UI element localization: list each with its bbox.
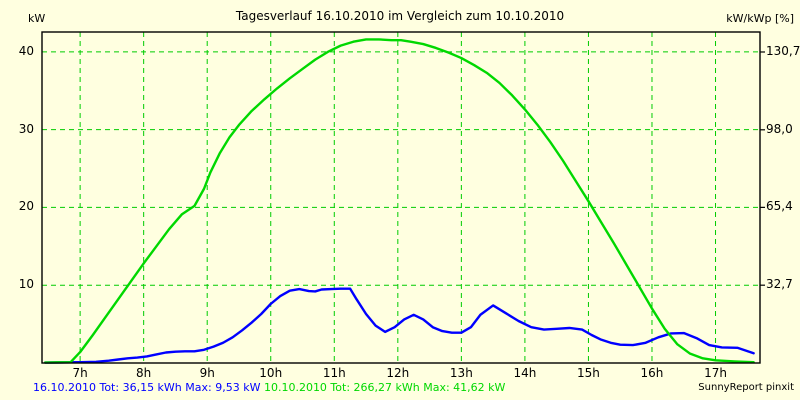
y-tick-label-left: 30 bbox=[18, 121, 34, 136]
x-tick-label: 17h bbox=[704, 366, 727, 380]
x-tick-label: 8h bbox=[136, 366, 152, 380]
legend-label-series-1: 16.10.2010 Tot: 36,15 kWh Max: 9,53 kW bbox=[33, 381, 264, 394]
x-tick-label: 14h bbox=[513, 366, 537, 380]
y-tick-label-right: 65,4 bbox=[766, 199, 793, 214]
right-axis-unit-label: kW/kWp [%] bbox=[726, 12, 794, 25]
x-tick-label: 9h bbox=[199, 366, 215, 380]
legend-entry-series-2: 10.10.2010 Tot: 266,27 kWh Max: 41,62 kW bbox=[264, 381, 505, 394]
y-tick-label-left: 20 bbox=[18, 199, 34, 214]
y-tick-label-left: 10 bbox=[18, 277, 34, 292]
x-tick-label: 12h bbox=[386, 366, 410, 380]
x-tick-label: 13h bbox=[449, 366, 473, 380]
x-tick-label: 10h bbox=[259, 366, 283, 380]
y-tick-label-left: 40 bbox=[18, 43, 34, 58]
legend-label-series-2: 10.10.2010 Tot: 266,27 kWh Max: 41,62 kW bbox=[263, 381, 506, 394]
plot-border bbox=[41, 31, 761, 364]
grid-lines bbox=[42, 32, 765, 363]
x-tick-label: 11h bbox=[322, 366, 346, 380]
watermark-label: SunnyReport pinxit bbox=[698, 382, 794, 393]
x-tick-label: 16h bbox=[640, 366, 664, 380]
y-tick-label-right: 130,7 bbox=[766, 43, 800, 58]
plot-background bbox=[42, 32, 760, 363]
left-axis-unit-label: kW bbox=[28, 12, 46, 25]
series-line-2 bbox=[43, 38, 755, 364]
y-tick-label-right: 98,0 bbox=[766, 121, 793, 136]
x-tick-label: 7h bbox=[72, 366, 88, 380]
x-tick-label: 15h bbox=[577, 366, 600, 380]
y-tick-label-right: 32,7 bbox=[766, 277, 793, 292]
series-line-1 bbox=[43, 287, 755, 364]
legend: 16.10.2010 Tot: 36,15 kWh Max: 9,53 kW 1… bbox=[33, 381, 505, 394]
chart-title: Tagesverlauf 16.10.2010 im Vergleich zum… bbox=[235, 9, 565, 23]
legend-entry-series-1: 16.10.2010 Tot: 36,15 kWh Max: 9,53 kW bbox=[33, 381, 264, 394]
data-series-layer bbox=[43, 38, 755, 364]
